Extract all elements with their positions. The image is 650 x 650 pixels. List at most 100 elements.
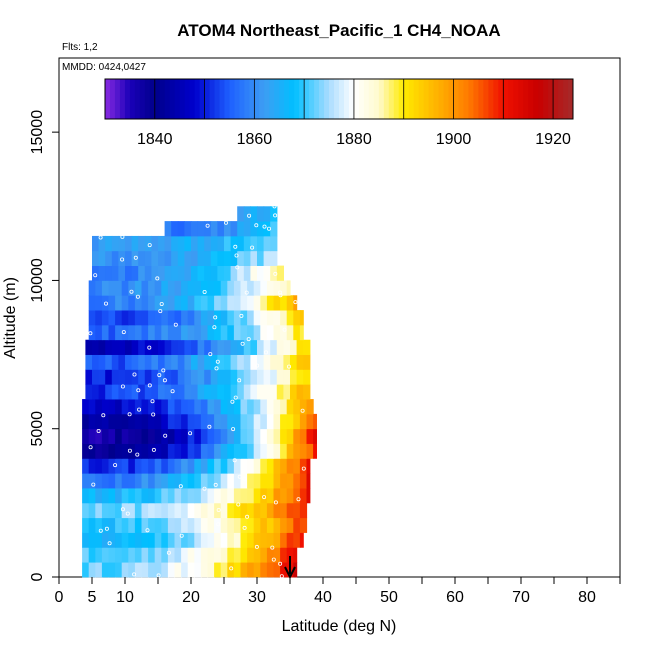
heat-cell (247, 502, 255, 519)
heat-cell (293, 413, 301, 430)
heat-cell (171, 250, 179, 266)
heat-cell (88, 517, 96, 533)
sample-point (96, 428, 101, 433)
heat-cell (134, 488, 143, 504)
heat-cell (98, 339, 106, 355)
heat-cell (121, 517, 129, 533)
heat-cell (187, 295, 195, 311)
heat-cell (174, 473, 182, 489)
heat-cell (118, 354, 126, 370)
heat-cell (154, 532, 162, 548)
heat-cell (118, 339, 126, 355)
sample-point (237, 378, 242, 383)
heat-cell (273, 517, 281, 533)
heat-cell (164, 250, 172, 266)
colorbar-swatch (518, 79, 524, 119)
heat-cell (154, 280, 162, 296)
heat-cell (217, 369, 225, 385)
heat-cell (266, 295, 275, 311)
colorbar-swatch (438, 79, 445, 119)
sample-point (237, 474, 242, 479)
heat-cell (303, 354, 311, 370)
sample-point (273, 213, 278, 218)
heat-cell (263, 369, 271, 385)
heat-cell (253, 502, 261, 519)
heat-cell (177, 250, 185, 266)
colorbar-swatch (373, 79, 380, 119)
heat-cell (161, 532, 169, 548)
heat-cell (95, 562, 103, 578)
heat-cell (134, 517, 143, 533)
heat-cell (200, 413, 209, 430)
heat-cell (197, 339, 205, 355)
colorbar-tick-label: 1860 (237, 131, 273, 148)
heat-cell (108, 443, 116, 459)
heat-cell (154, 399, 162, 415)
heat-cell (167, 399, 176, 415)
colorbar-swatch (343, 79, 350, 119)
colorbar-swatch (159, 79, 166, 119)
heat-cell (144, 384, 152, 400)
y-tick-label: 15000 (29, 110, 46, 155)
colorbar-swatch (453, 79, 459, 119)
heat-cell (128, 413, 136, 430)
heat-cell (164, 235, 172, 252)
heat-cell (250, 221, 258, 237)
heat-cell (108, 502, 116, 519)
heat-cell (141, 458, 149, 474)
sample-point (301, 466, 306, 471)
heat-cell (115, 473, 123, 489)
heat-cell (247, 413, 255, 430)
heat-cell (194, 488, 202, 504)
heat-cell (194, 443, 202, 459)
heat-cell (187, 310, 195, 326)
heat-cell (92, 384, 100, 400)
heat-cell (293, 532, 301, 548)
sample-point (215, 359, 220, 364)
heat-cell (121, 443, 129, 459)
heat-cell (191, 235, 199, 252)
heat-cell (240, 473, 248, 489)
heat-cell (85, 384, 93, 400)
heat-cell (250, 250, 258, 266)
y-tick-label: 0 (29, 572, 46, 581)
heat-cell (82, 473, 90, 489)
heat-cell (270, 235, 278, 252)
heat-cell (151, 354, 159, 370)
heat-cell (141, 399, 149, 415)
heat-cell (276, 369, 284, 385)
heat-cell (144, 369, 152, 385)
heat-cell (174, 488, 182, 504)
sample-point (232, 458, 237, 463)
heat-cell (181, 547, 189, 563)
heat-cell (260, 562, 268, 578)
heat-cell (293, 488, 301, 504)
heat-cell (207, 532, 215, 548)
heat-cell (266, 399, 275, 415)
heat-cell (273, 502, 281, 519)
heat-cell (138, 369, 146, 385)
heat-cell (220, 280, 228, 296)
sample-point (231, 427, 236, 432)
sample-points-layer (88, 204, 306, 579)
heat-cell (303, 339, 311, 355)
heat-cell (187, 413, 195, 430)
heat-cell (220, 310, 228, 326)
heat-cell (250, 206, 258, 222)
heat-cell (253, 310, 261, 326)
heat-cell (95, 473, 103, 489)
sample-point (233, 395, 238, 400)
heat-cell (154, 562, 162, 578)
heat-cell (154, 473, 162, 489)
heat-cell (154, 488, 162, 504)
heat-cell (299, 473, 308, 489)
heat-cell (148, 458, 156, 474)
sample-point (147, 243, 152, 248)
heat-cell (200, 324, 209, 341)
heat-cell (115, 458, 123, 474)
heat-cell (154, 547, 162, 563)
heat-cell (125, 369, 133, 385)
heat-cell (257, 221, 265, 237)
heat-cell (88, 488, 96, 504)
heat-cell (85, 339, 93, 355)
